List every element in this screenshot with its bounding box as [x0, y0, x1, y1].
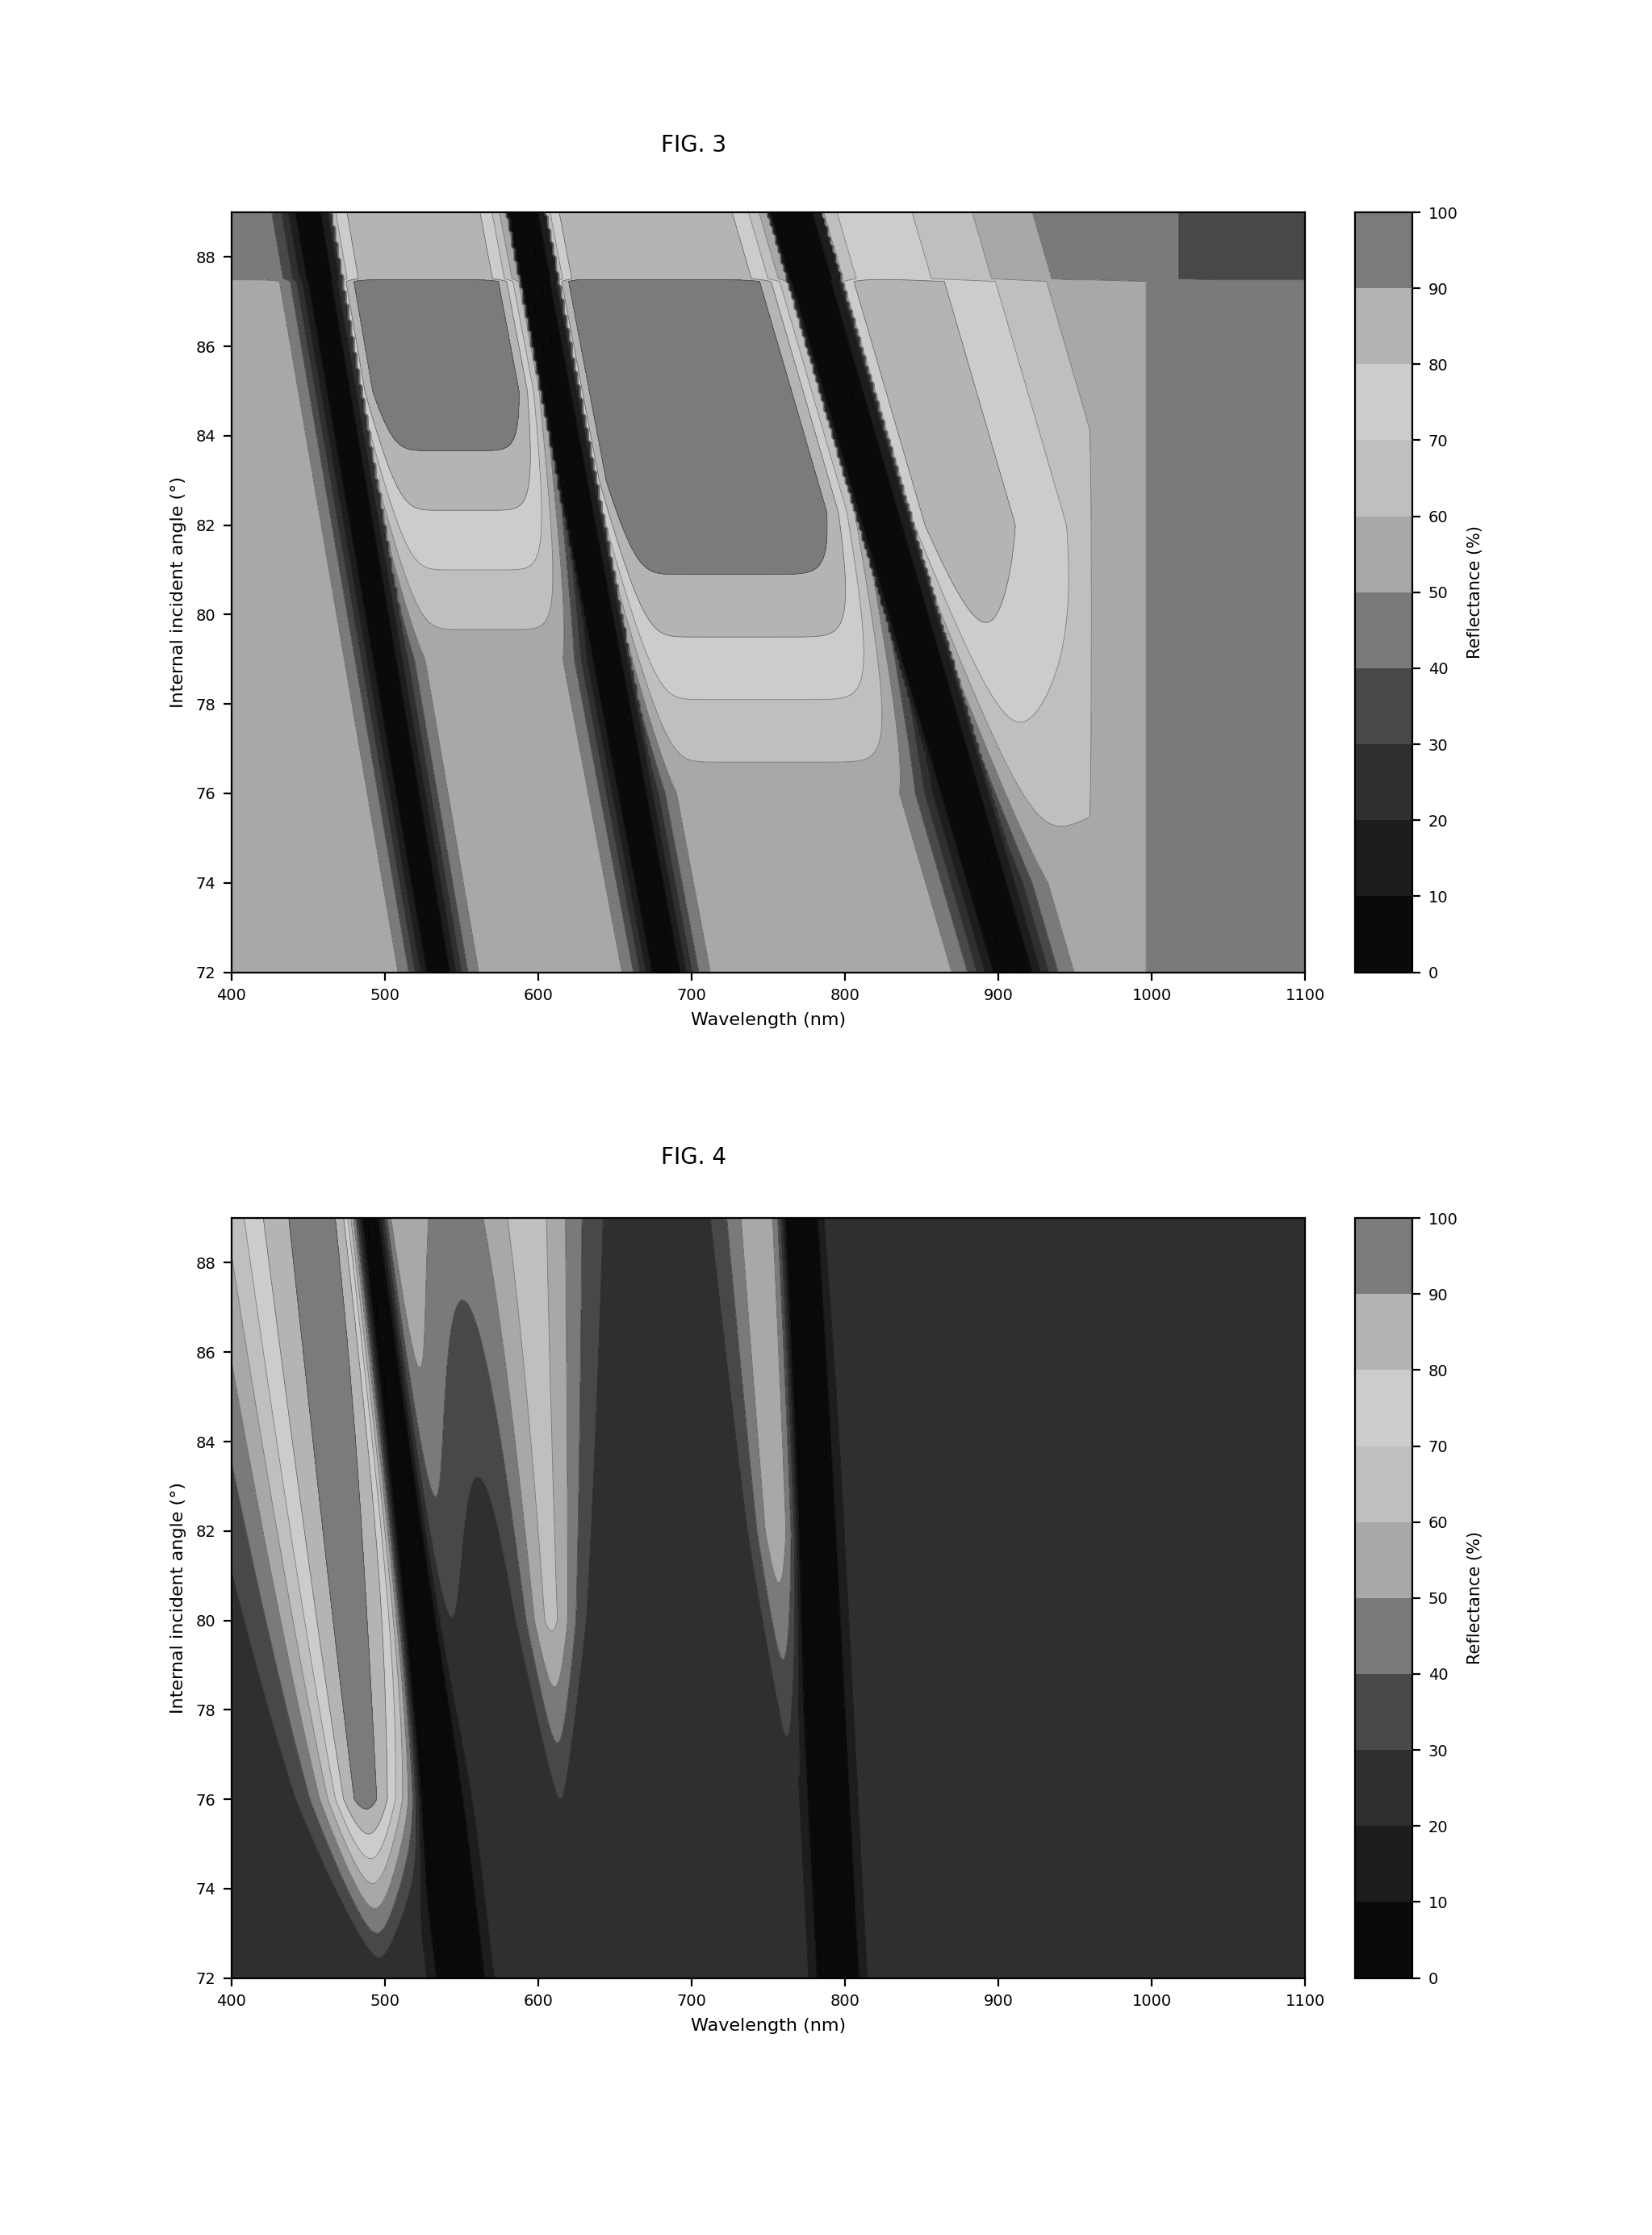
Y-axis label: Internal incident angle (°): Internal incident angle (°) — [170, 476, 187, 708]
Text: FIG. 3: FIG. 3 — [661, 134, 727, 156]
Text: FIG. 4: FIG. 4 — [661, 1147, 727, 1169]
X-axis label: Wavelength (nm): Wavelength (nm) — [691, 1012, 846, 1028]
Y-axis label: Internal incident angle (°): Internal incident angle (°) — [170, 1482, 187, 1714]
Y-axis label: Reflectance (%): Reflectance (%) — [1467, 1531, 1483, 1665]
X-axis label: Wavelength (nm): Wavelength (nm) — [691, 2018, 846, 2034]
Y-axis label: Reflectance (%): Reflectance (%) — [1467, 525, 1483, 659]
